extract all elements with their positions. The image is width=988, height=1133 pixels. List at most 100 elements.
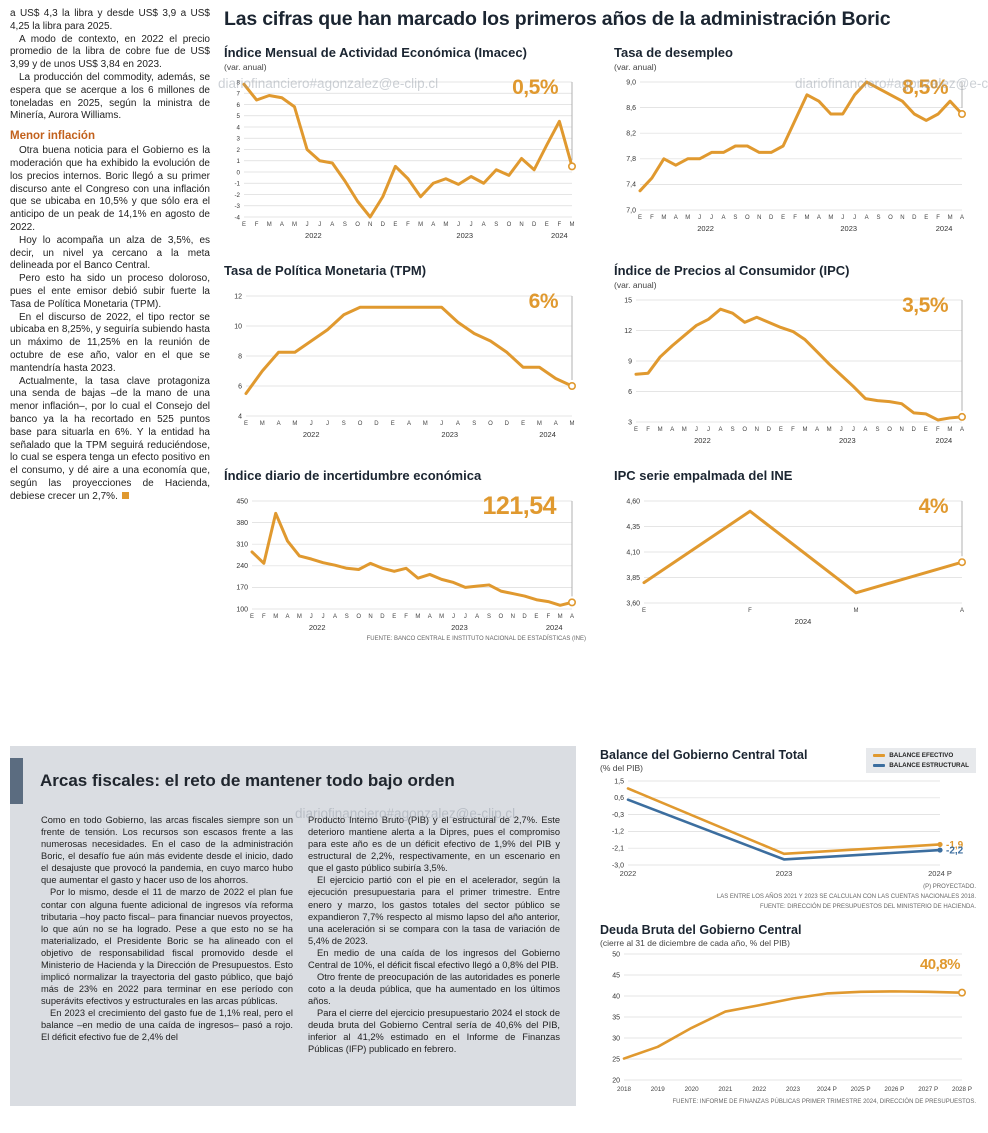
chart-card-incertidumbre: Índice diario de incertidumbre económica…: [224, 468, 586, 643]
svg-text:8,6: 8,6: [626, 105, 636, 112]
chart-title-desempleo: Tasa de desempleo: [614, 45, 733, 60]
svg-text:A: A: [456, 421, 460, 427]
svg-text:F: F: [406, 222, 410, 228]
svg-text:D: D: [912, 215, 917, 221]
svg-text:O: O: [742, 427, 747, 433]
svg-text:2022: 2022: [697, 224, 714, 233]
svg-text:F: F: [748, 608, 752, 614]
svg-text:J: J: [710, 215, 713, 221]
article-intro-paragraphs: a US$ 4,3 la libra y desde US$ 3,9 a US$…: [10, 8, 210, 122]
svg-text:4,10: 4,10: [626, 549, 640, 556]
accent-bar: [10, 758, 23, 804]
svg-text:-2,2: -2,2: [946, 846, 964, 857]
balance-line-chart: 1,5 0,6 -0,3 -1,2 -2,1 -3,0 2022 2023 2024 P -1,9…: [600, 775, 976, 881]
svg-text:6: 6: [237, 102, 241, 109]
svg-text:S: S: [343, 222, 347, 228]
svg-text:A: A: [333, 614, 337, 620]
svg-text:S: S: [875, 427, 879, 433]
svg-text:A: A: [554, 421, 558, 427]
desempleo-callout: 8,5%: [902, 76, 948, 99]
svg-text:D: D: [380, 614, 385, 620]
svg-text:5: 5: [237, 113, 241, 120]
balance-chart-header: Balance del Gobierno Central Total (% de…: [600, 748, 976, 773]
svg-text:E: E: [392, 614, 396, 620]
svg-text:2024: 2024: [795, 617, 812, 626]
svg-text:J: J: [852, 427, 855, 433]
svg-text:2024: 2024: [551, 231, 568, 240]
svg-text:S: S: [731, 427, 735, 433]
fiscal-box-columns: Como en todo Gobierno, las arcas fiscale…: [10, 814, 560, 1056]
svg-text:-1,2: -1,2: [612, 829, 624, 836]
fiscal-box-col2: Producto Interno Bruto (PIB) y el estruc…: [308, 815, 560, 1055]
svg-text:2023: 2023: [776, 869, 793, 878]
svg-text:J: J: [322, 614, 325, 620]
svg-text:E: E: [924, 215, 928, 221]
svg-text:2022: 2022: [309, 623, 326, 632]
svg-text:2024 P: 2024 P: [817, 1086, 837, 1093]
svg-text:2023: 2023: [839, 436, 856, 445]
svg-text:J: J: [310, 421, 313, 427]
chart-title-imacec: Índice Mensual de Actividad Económica (I…: [224, 45, 527, 60]
svg-text:S: S: [342, 421, 346, 427]
source-note-incertidumbre: FUENTE: BANCO CENTRAL E INSTITUTO NACION…: [366, 636, 586, 642]
svg-text:E: E: [642, 608, 646, 614]
svg-text:A: A: [817, 215, 821, 221]
svg-text:12: 12: [624, 328, 632, 335]
legend-swatch-estructural: [873, 764, 886, 767]
fiscal-charts-column: Balance del Gobierno Central Total (% de…: [600, 746, 976, 1106]
svg-text:2024: 2024: [546, 623, 563, 632]
svg-text:A: A: [482, 222, 486, 228]
svg-text:J: J: [310, 614, 313, 620]
svg-text:45: 45: [612, 973, 620, 980]
svg-text:2024 P: 2024 P: [928, 869, 952, 878]
svg-text:M: M: [828, 215, 833, 221]
chart-card-ipc: Índice de Precios al Consumidor (IPC) (v…: [614, 263, 976, 446]
svg-text:F: F: [791, 427, 795, 433]
tpm-line-chart: 6% 12 10 8 6 4 E M A M J J S O D E A M J A S O D E M A M 2022 2023 2…: [224, 290, 586, 440]
svg-text:O: O: [745, 215, 750, 221]
tpm-callout: 6%: [528, 290, 559, 313]
deuda-line-chart: 40,8% 50 45 40 35 30 25 20 2018 2019 2020 2021 2022…: [600, 948, 976, 1096]
source-note-deuda: FUENTE: INFORME DE FINANZAS PÚBLICAS PRI…: [672, 1099, 977, 1106]
incertidumbre-callout: 121,54: [482, 492, 557, 520]
svg-text:M: M: [682, 427, 687, 433]
svg-text:20: 20: [612, 1078, 620, 1085]
fiscal-box: Arcas fiscales: el reto de mantener todo…: [10, 746, 576, 1107]
svg-text:E: E: [521, 421, 525, 427]
svg-text:J: J: [440, 421, 443, 427]
chart-title-incertidumbre: Índice diario de incertidumbre económica: [224, 468, 482, 483]
svg-text:6: 6: [238, 383, 242, 390]
svg-text:F: F: [546, 614, 550, 620]
svg-text:M: M: [685, 215, 690, 221]
svg-text:9,0: 9,0: [626, 79, 636, 86]
svg-text:M: M: [415, 614, 420, 620]
chart-title-deuda: Deuda Bruta del Gobierno Central: [600, 923, 802, 938]
svg-text:A: A: [286, 614, 290, 620]
svg-text:S: S: [487, 614, 491, 620]
svg-text:-3: -3: [234, 203, 240, 210]
svg-text:3,85: 3,85: [626, 575, 640, 582]
svg-text:A: A: [475, 614, 479, 620]
svg-text:D: D: [381, 222, 386, 228]
svg-text:E: E: [391, 421, 395, 427]
svg-text:M: M: [423, 421, 428, 427]
svg-text:O: O: [887, 427, 892, 433]
svg-text:O: O: [507, 222, 512, 228]
top-section: a US$ 4,3 la libra y desde US$ 3,9 a US$…: [0, 0, 988, 736]
svg-text:F: F: [936, 215, 940, 221]
svg-text:M: M: [947, 427, 952, 433]
svg-text:N: N: [519, 222, 523, 228]
chart-card-tpm: Tasa de Política Monetaria (TPM) 6% 12 10…: [224, 263, 586, 446]
svg-text:0,6: 0,6: [614, 795, 624, 802]
balance-legend: BALANCE EFECTIVO BALANCE ESTRUCTURAL: [866, 748, 976, 773]
desempleo-line-chart: 8,5% 9,0 8,6 8,2 7,8 7,4 7,0 E F M A M J J A S O N D E F M A M…: [614, 76, 976, 234]
svg-text:J: J: [841, 215, 844, 221]
svg-text:12: 12: [234, 293, 242, 300]
svg-text:4,35: 4,35: [626, 524, 640, 531]
svg-text:M: M: [267, 222, 272, 228]
svg-text:A: A: [815, 427, 819, 433]
svg-text:3: 3: [237, 136, 241, 143]
svg-text:M: M: [948, 215, 953, 221]
chart-card-imacec: Índice Mensual de Actividad Económica (I…: [224, 45, 586, 241]
